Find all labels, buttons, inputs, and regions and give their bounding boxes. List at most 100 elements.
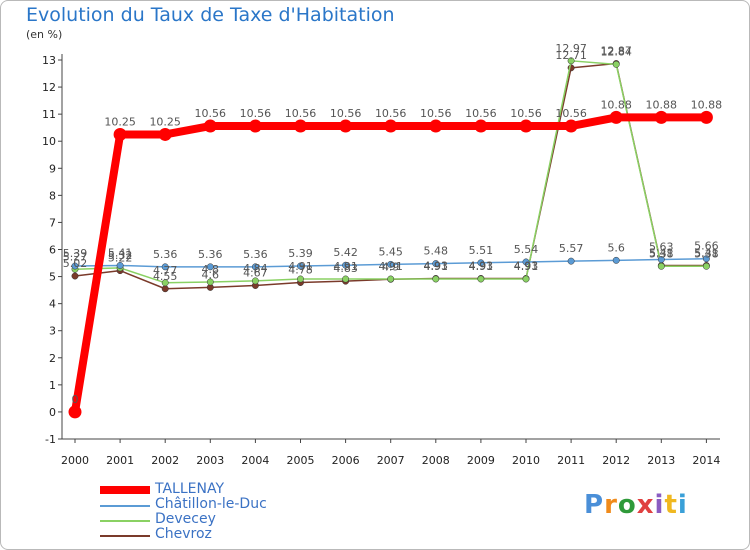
data-label-chatillon-le-duc: 5.66 <box>694 240 719 253</box>
data-point-chatillon-le-duc <box>387 260 395 268</box>
x-tick-label: 2000 <box>61 454 89 467</box>
data-label-devecey: 5.27 <box>63 250 88 263</box>
data-label-chevroz: 5.02 <box>63 257 88 270</box>
data-label-chatillon-le-duc: 5.42 <box>333 246 358 259</box>
data-point-chatillon-le-duc <box>702 255 710 263</box>
x-tick-label: 2005 <box>287 454 315 467</box>
data-label-chatillon-le-duc: 5.51 <box>469 244 494 257</box>
data-point-chatillon-le-duc <box>297 262 304 270</box>
data-label-chevroz: 4.55 <box>153 270 178 283</box>
data-label-chevroz: 4.93 <box>469 259 494 272</box>
x-tick-label: 2013 <box>647 454 675 467</box>
data-point-tallenay <box>429 119 443 133</box>
data-point-chatillon-le-duc <box>657 256 665 263</box>
legend-label-tallenay: TALLENAY <box>155 481 225 497</box>
data-label-devecey: 12.84 <box>600 45 632 58</box>
x-tick-label: 2009 <box>467 454 495 467</box>
data-label-chatillon-le-duc: 5.48 <box>424 245 449 258</box>
data-point-devecey <box>477 275 485 283</box>
data-point-tallenay <box>654 110 668 124</box>
data-point-tallenay <box>158 127 172 141</box>
data-label-tallenay: 10.56 <box>510 107 542 120</box>
data-point-devecey <box>702 262 710 270</box>
data-label-tallenay: 10.88 <box>600 98 632 111</box>
data-label-tallenay: 10.56 <box>240 107 272 120</box>
logo-letter: i <box>677 490 688 520</box>
data-label-tallenay: 10.56 <box>465 107 497 120</box>
data-point-tallenay <box>113 127 127 141</box>
data-point-tallenay <box>68 405 82 419</box>
data-point-tallenay <box>564 119 578 133</box>
data-point-tallenay <box>474 119 488 133</box>
data-label-tallenay: 10.56 <box>555 107 587 120</box>
data-label-chevroz: 4.93 <box>514 259 539 272</box>
data-point-chatillon-le-duc <box>432 260 440 268</box>
x-tick-label: 2012 <box>602 454 630 467</box>
data-label-tallenay: 10.56 <box>420 107 452 120</box>
data-point-tallenay <box>384 119 398 133</box>
data-point-devecey <box>432 275 440 283</box>
logo-letter: P <box>584 490 605 520</box>
data-label-chevroz: 5.41 <box>694 246 719 259</box>
legend-label-chevroz: Chevroz <box>155 526 212 542</box>
data-point-tallenay <box>248 119 262 133</box>
y-tick-label: 11 <box>42 108 56 121</box>
logo-letter: o <box>617 490 637 520</box>
logo-letter: i <box>654 490 665 520</box>
data-point-tallenay <box>699 110 713 124</box>
data-point-tallenay <box>339 119 353 133</box>
data-point-devecey <box>522 275 530 283</box>
y-tick-label: 2 <box>49 352 56 365</box>
data-point-devecey <box>657 262 665 270</box>
logo-letter: t <box>664 490 678 520</box>
data-label-devecey: 5.38 <box>694 247 719 260</box>
y-tick-label: 0 <box>49 406 56 419</box>
data-point-devecey <box>342 275 350 283</box>
data-label-chatillon-le-duc: 5.36 <box>243 248 268 261</box>
data-label-tallenay: 0 <box>72 393 79 406</box>
data-label-tallenay: 10.88 <box>691 98 723 111</box>
y-unit-label: (en %) <box>26 28 63 41</box>
legend-swatch-chatillon-le-duc <box>100 505 150 507</box>
data-point-tallenay <box>203 119 217 133</box>
data-point-chatillon-le-duc <box>71 262 79 270</box>
data-point-chatillon-le-duc <box>342 261 350 269</box>
data-label-chatillon-le-duc: 5.36 <box>153 248 178 261</box>
data-label-chevroz: 4.67 <box>243 267 268 280</box>
data-label-chevroz: 12.87 <box>600 45 632 58</box>
x-tick-label: 2003 <box>196 454 224 467</box>
data-label-tallenay: 10.25 <box>149 115 181 128</box>
y-tick-label: 3 <box>49 325 56 338</box>
y-tick-label: 5 <box>49 271 56 284</box>
logo-letter: x <box>636 490 655 520</box>
data-point-devecey <box>612 60 620 68</box>
data-label-devecey: 4.91 <box>378 260 403 273</box>
data-label-devecey: 12.97 <box>555 42 587 55</box>
data-point-chatillon-le-duc <box>612 256 620 264</box>
data-point-devecey <box>161 279 169 287</box>
data-point-devecey <box>567 57 575 65</box>
y-tick-label: 8 <box>49 189 56 202</box>
legend-swatch-chevroz <box>100 535 150 537</box>
data-label-chevroz: 5.22 <box>108 252 133 265</box>
y-tick-label: 7 <box>49 216 56 229</box>
legend-label-chatillon-le-duc: Châtillon-le-Duc <box>155 496 267 512</box>
data-label-devecey: 4.91 <box>288 260 313 273</box>
data-label-chatillon-le-duc: 5.45 <box>378 245 403 258</box>
data-label-devecey: 5.32 <box>108 249 133 262</box>
data-label-chevroz: 4.9 <box>382 260 400 273</box>
y-tick-label: 6 <box>49 244 56 257</box>
data-label-devecey: 4.91 <box>514 260 539 273</box>
data-label-chatillon-le-duc: 5.6 <box>607 241 625 254</box>
data-label-devecey: 4.8 <box>202 263 220 276</box>
data-label-devecey: 4.77 <box>153 264 178 277</box>
legend-swatch-tallenay <box>100 486 150 494</box>
data-label-chatillon-le-duc: 5.39 <box>288 247 313 260</box>
data-point-chatillon-le-duc <box>522 258 530 266</box>
data-point-tallenay <box>609 110 623 124</box>
y-tick-label: 10 <box>42 135 56 148</box>
data-label-chevroz: 4.78 <box>288 264 313 277</box>
y-tick-label: 9 <box>49 162 56 175</box>
